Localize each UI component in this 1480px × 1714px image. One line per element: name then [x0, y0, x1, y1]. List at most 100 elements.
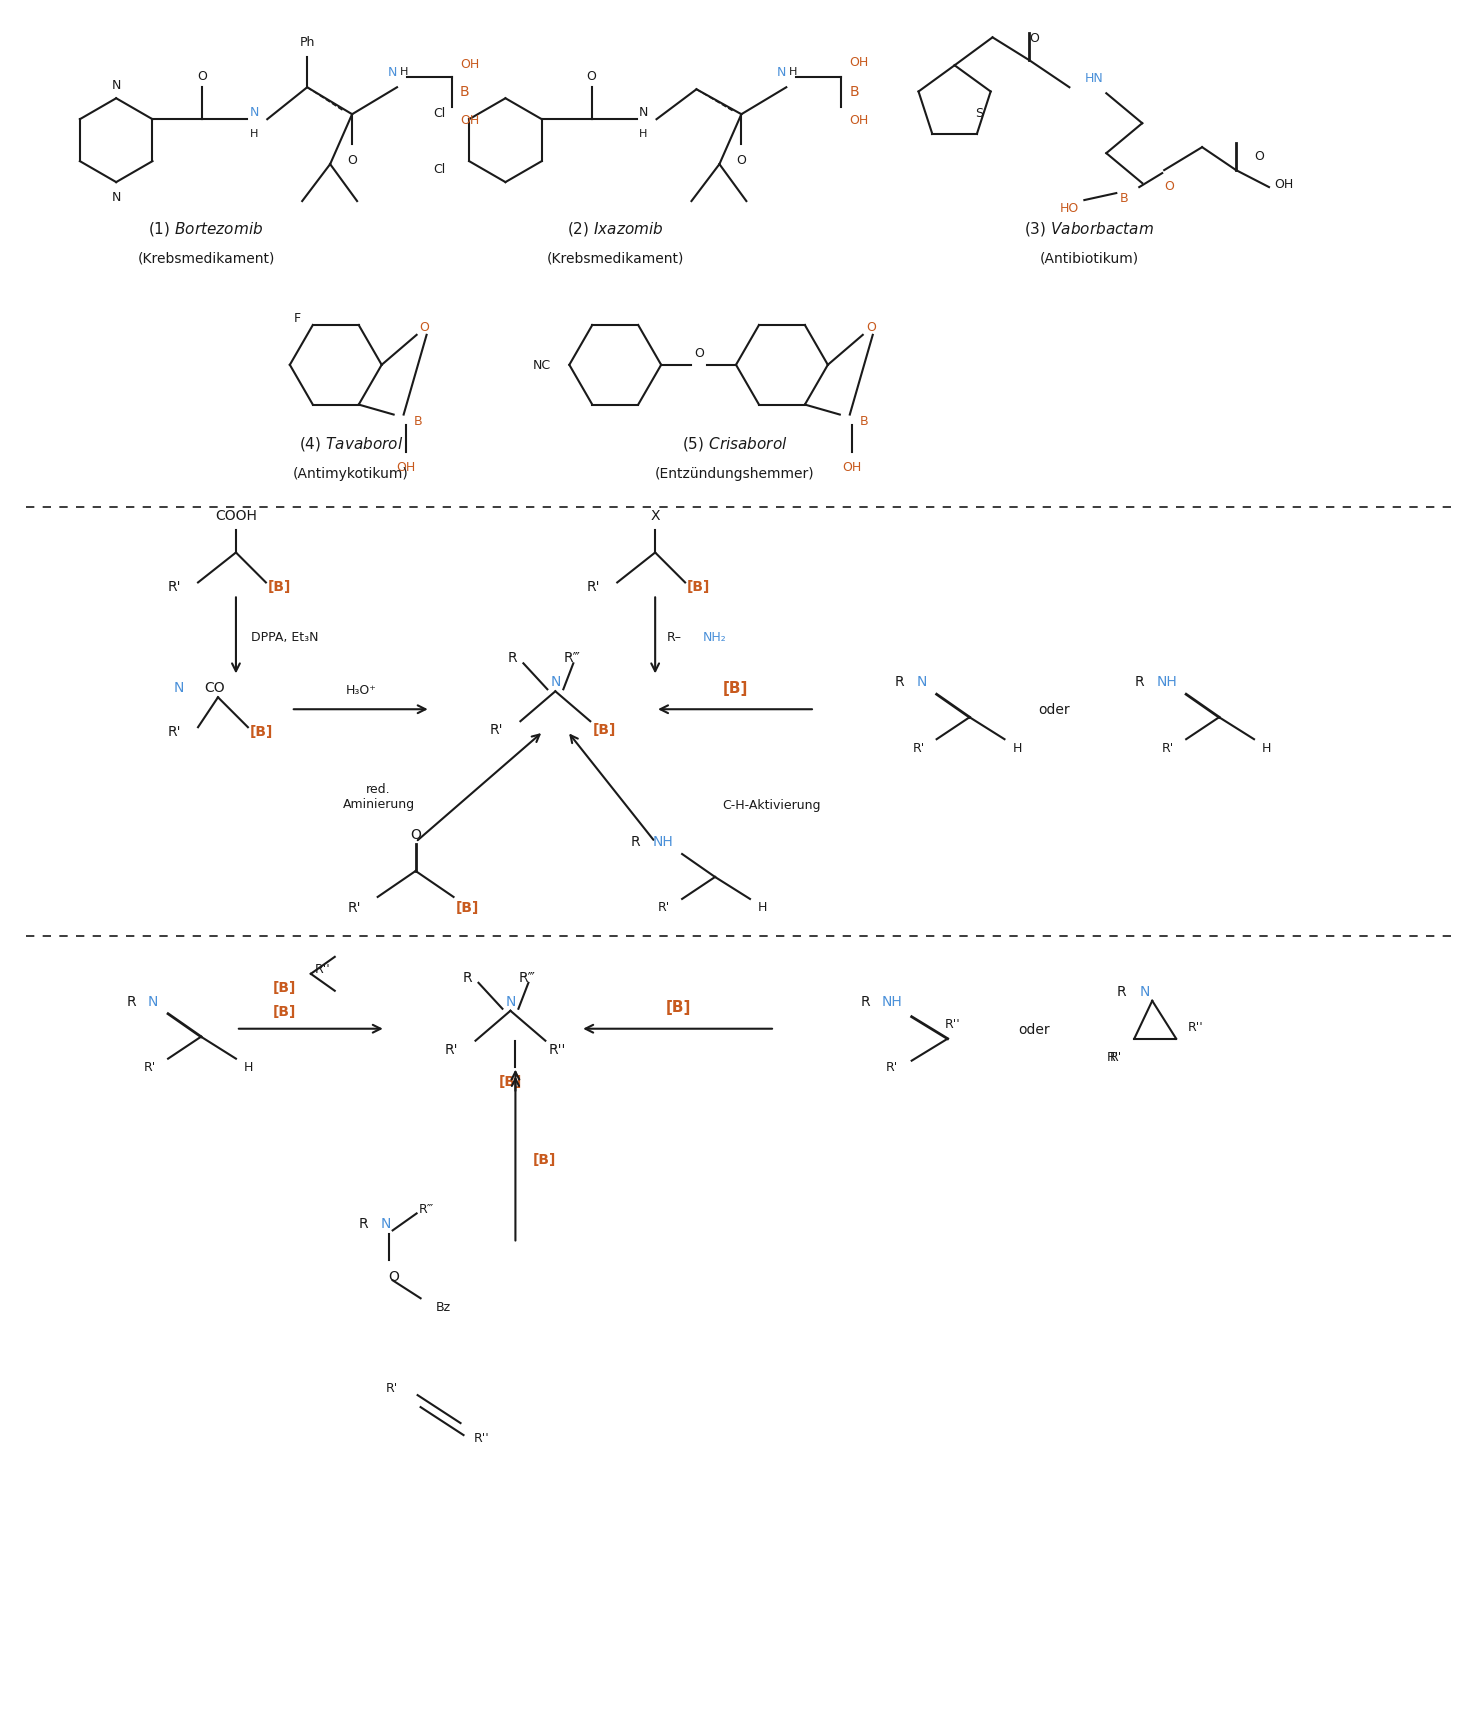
- Text: B: B: [1120, 192, 1129, 204]
- Text: [B]: [B]: [687, 579, 710, 595]
- Text: HO: HO: [1060, 202, 1079, 214]
- Text: [B]: [B]: [272, 1004, 296, 1018]
- Text: [B]: [B]: [499, 1075, 522, 1088]
- Text: [B]: [B]: [456, 900, 480, 914]
- Text: N: N: [250, 106, 259, 118]
- Text: OH: OH: [842, 461, 861, 473]
- Text: $(5)$ Crisaborol: $(5)$ Crisaborol: [682, 434, 787, 452]
- Text: $(4)$ Tavaborol: $(4)$ Tavaborol: [299, 434, 403, 452]
- Text: H: H: [639, 129, 648, 139]
- Text: (Antibiotikum): (Antibiotikum): [1040, 252, 1140, 266]
- Text: NH: NH: [1156, 675, 1177, 689]
- Text: C-H-Aktivierung: C-H-Aktivierung: [722, 799, 820, 811]
- Text: OH: OH: [1274, 178, 1294, 190]
- Text: [B]: [B]: [268, 579, 292, 595]
- Text: O: O: [1254, 149, 1264, 163]
- Text: X: X: [650, 509, 660, 523]
- Text: NH₂: NH₂: [703, 631, 727, 643]
- Text: R–: R–: [667, 631, 682, 643]
- Text: N: N: [505, 994, 515, 1008]
- Text: B: B: [413, 415, 422, 428]
- Text: O: O: [348, 154, 357, 166]
- Text: H₃O⁺: H₃O⁺: [345, 684, 376, 696]
- Text: R': R': [659, 902, 670, 914]
- Text: R: R: [360, 1217, 369, 1231]
- Text: O: O: [694, 348, 704, 360]
- Text: R': R': [586, 579, 601, 595]
- Text: OH: OH: [460, 113, 480, 127]
- Text: NH: NH: [653, 835, 673, 848]
- Text: OH: OH: [460, 58, 480, 70]
- Text: B: B: [460, 86, 469, 99]
- Text: R: R: [630, 835, 641, 848]
- Text: R': R': [885, 1061, 898, 1073]
- Text: O: O: [737, 154, 746, 166]
- Text: H: H: [1012, 740, 1021, 754]
- Text: N: N: [639, 106, 648, 118]
- Text: (Krebsmedikament): (Krebsmedikament): [138, 252, 275, 266]
- Text: O: O: [420, 321, 429, 334]
- Text: [B]: [B]: [722, 680, 747, 696]
- Text: R'': R'': [944, 1018, 961, 1030]
- Text: H: H: [400, 67, 408, 77]
- Text: R'': R'': [315, 963, 330, 975]
- Text: N: N: [388, 65, 397, 79]
- Text: H: H: [250, 129, 259, 139]
- Text: oder: oder: [1018, 1022, 1051, 1037]
- Text: R‴: R‴: [518, 970, 536, 984]
- Text: $(2)$ Ixazomib: $(2)$ Ixazomib: [567, 219, 663, 238]
- Text: N: N: [111, 190, 121, 204]
- Text: OH: OH: [850, 113, 869, 127]
- Text: HN: HN: [1085, 72, 1103, 84]
- Text: Ph: Ph: [299, 36, 315, 48]
- Text: O: O: [389, 1270, 400, 1284]
- Text: (Antimykotikum): (Antimykotikum): [293, 466, 408, 480]
- Text: B: B: [850, 86, 858, 99]
- Text: H: H: [244, 1061, 253, 1073]
- Text: DPPA, Et₃N: DPPA, Et₃N: [252, 631, 318, 643]
- Text: O: O: [410, 828, 420, 842]
- Text: R: R: [1116, 984, 1126, 998]
- Text: R: R: [1135, 675, 1144, 689]
- Text: B: B: [860, 415, 869, 428]
- Text: R: R: [463, 970, 472, 984]
- Text: NH: NH: [882, 994, 903, 1008]
- Text: H: H: [1262, 740, 1271, 754]
- Text: (Entzündungshemmer): (Entzündungshemmer): [656, 466, 815, 480]
- Text: R'': R'': [1188, 1020, 1203, 1034]
- Text: OH: OH: [850, 57, 869, 69]
- Text: O: O: [586, 70, 596, 82]
- Text: S: S: [975, 108, 983, 120]
- Text: COOH: COOH: [215, 509, 258, 523]
- Text: R'': R'': [549, 1042, 565, 1056]
- Text: O: O: [197, 70, 207, 82]
- Text: Bz: Bz: [435, 1299, 451, 1313]
- Text: N: N: [111, 79, 121, 93]
- Text: H: H: [789, 67, 798, 77]
- Text: [B]: [B]: [592, 723, 616, 737]
- Text: F: F: [293, 312, 300, 324]
- Text: N: N: [777, 65, 786, 79]
- Text: H: H: [758, 902, 767, 914]
- Text: [B]: [B]: [250, 725, 274, 739]
- Text: [B]: [B]: [272, 980, 296, 994]
- Text: Cl: Cl: [434, 106, 445, 120]
- Text: N: N: [916, 675, 926, 689]
- Text: R': R': [385, 1381, 398, 1393]
- Text: R: R: [126, 994, 136, 1008]
- Text: R': R': [445, 1042, 459, 1056]
- Text: R': R': [348, 900, 361, 914]
- Text: N: N: [148, 994, 158, 1008]
- Text: R: R: [895, 675, 904, 689]
- Text: [B]: [B]: [533, 1152, 556, 1166]
- Text: OH: OH: [397, 461, 416, 473]
- Text: R': R': [1162, 740, 1174, 754]
- Text: O: O: [1030, 33, 1039, 45]
- Text: R': R': [912, 740, 925, 754]
- Text: Cl: Cl: [434, 163, 445, 175]
- Text: CO: CO: [204, 680, 225, 694]
- Text: R'': R'': [474, 1431, 490, 1443]
- Text: R‴: R‴: [564, 651, 580, 665]
- Text: R': R': [144, 1061, 155, 1073]
- Text: (Krebsmedikament): (Krebsmedikament): [546, 252, 684, 266]
